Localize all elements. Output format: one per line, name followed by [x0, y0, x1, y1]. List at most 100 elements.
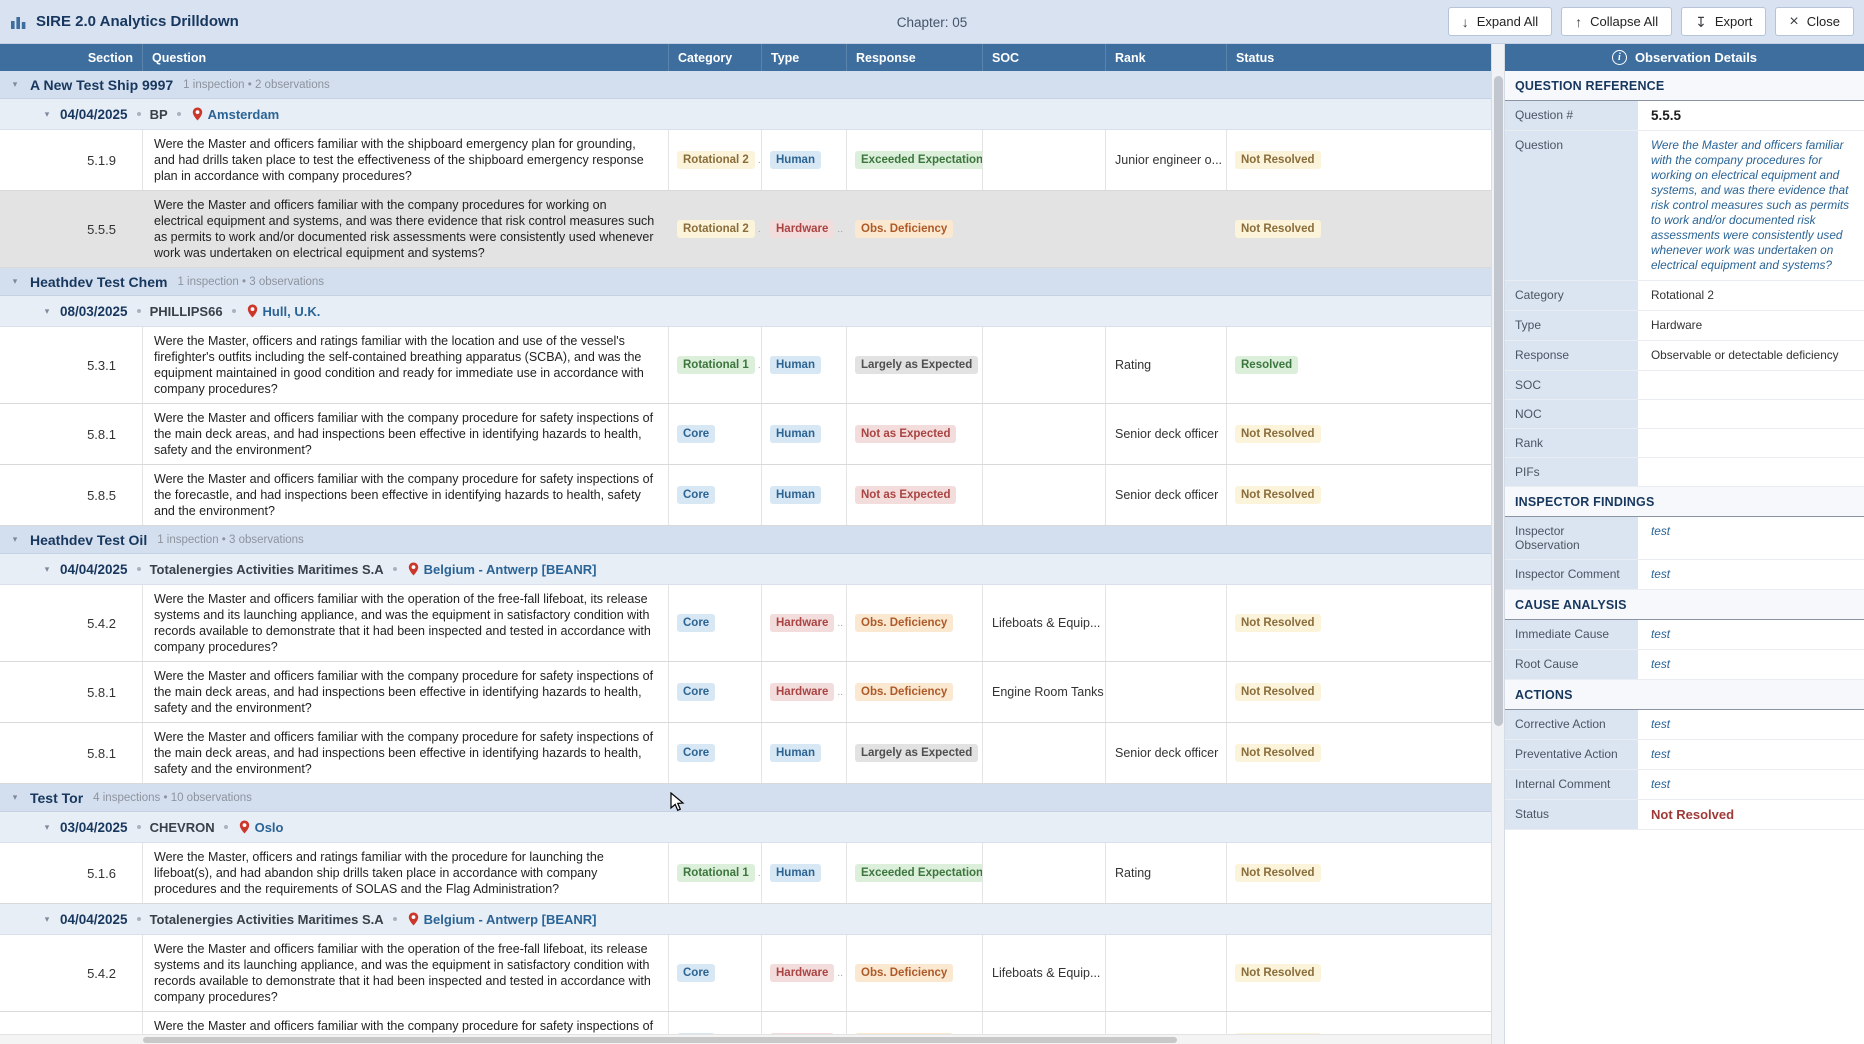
detail-label: Preventative Action [1505, 740, 1638, 769]
detail-label: PIFs [1505, 458, 1638, 486]
observation-row[interactable]: 5.1.6Were the Master, officers and ratin… [0, 843, 1491, 904]
column-header-soc: SOC [983, 44, 1106, 71]
question-cell: Were the Master and officers familiar wi… [143, 935, 669, 1011]
inspection-location-link[interactable]: Belgium - Antwerp [BEANR] [424, 912, 597, 927]
top-bar-left: SIRE 2.0 Analytics Drilldown [10, 13, 239, 30]
detail-row: SOC [1505, 371, 1864, 400]
section-cell: 5.4.2 [0, 585, 143, 661]
detail-value[interactable]: test [1638, 620, 1864, 649]
observation-row[interactable]: 5.5.5Were the Master and officers famili… [0, 191, 1491, 268]
panel-section-header: QUESTION REFERENCE [1505, 71, 1864, 101]
rank-cell: Rating [1106, 843, 1227, 903]
group-title: Heathdev Test Oil [30, 532, 147, 548]
detail-value[interactable]: test [1638, 770, 1864, 799]
collapse-group-icon[interactable]: ▾ [0, 792, 30, 803]
response-badge: Obs. Deficiency [855, 614, 953, 632]
inspection-location-link[interactable]: Oslo [255, 820, 284, 835]
inspection-location-link[interactable]: Belgium - Antwerp [BEANR] [424, 562, 597, 577]
section-cell: 5.4.2 [0, 935, 143, 1011]
inspection-location-link[interactable]: Hull, U.K. [263, 304, 321, 319]
collapse-group-icon[interactable]: ▾ [0, 79, 30, 90]
vertical-scrollbar-thumb[interactable] [1494, 76, 1503, 726]
group-row[interactable]: ▾Test Tor4 inspections • 10 observations [0, 784, 1491, 812]
observation-row[interactable]: 5.8.1Were the Master and officers famili… [0, 723, 1491, 784]
inspection-location-link[interactable]: Amsterdam [208, 107, 280, 122]
arrow-down-icon: ↓ [1462, 15, 1469, 29]
group-title: A New Test Ship 9997 [30, 77, 173, 93]
type-badge: Hardware.. [762, 935, 847, 1011]
inspection-row[interactable]: ▾04/04/2025Totalenergies Activities Mari… [0, 554, 1491, 585]
detail-value[interactable]: test [1638, 710, 1864, 739]
question-cell: Were the Master and officers familiar wi… [143, 465, 669, 525]
observation-row[interactable]: 5.8.1Were the Master and officers famili… [0, 662, 1491, 723]
separator-dot [224, 825, 228, 829]
separator-dot [137, 825, 141, 829]
collapse-inspection-icon[interactable]: ▾ [34, 914, 60, 925]
close-button[interactable]: ×Close [1775, 7, 1854, 36]
type-badge: Human [762, 130, 847, 190]
collapse-group-icon[interactable]: ▾ [0, 276, 30, 287]
horizontal-scrollbar-thumb[interactable] [143, 1037, 1177, 1043]
column-header-status: Status [1227, 44, 1491, 71]
type-badge: Hardware [770, 220, 834, 238]
category-badge: Rotational 1 [677, 356, 755, 374]
collapse-inspection-icon[interactable]: ▾ [34, 564, 60, 575]
type-badge: Human [762, 843, 847, 903]
separator-dot [393, 567, 397, 571]
question-cell: Were the Master and officers familiar wi… [143, 662, 669, 722]
detail-label: Response [1505, 341, 1638, 370]
separator-dot [393, 917, 397, 921]
status-badge: Not Resolved [1227, 662, 1491, 722]
separator-dot [232, 309, 236, 313]
type-badge: Human [762, 404, 847, 464]
observation-row[interactable]: 5.3.1Were the Master, officers and ratin… [0, 327, 1491, 404]
export-button[interactable]: ↧Export [1681, 7, 1766, 36]
detail-row: TypeHardware [1505, 311, 1864, 341]
response-badge: Exceeded Expectations [855, 151, 983, 169]
observation-row[interactable]: 5.8.1Were the Master and officers famili… [0, 404, 1491, 465]
inspection-row[interactable]: ▾03/04/2025CHEVRONOslo [0, 812, 1491, 843]
detail-row: Corrective Actiontest [1505, 710, 1864, 740]
inspection-date: 08/03/2025 [60, 304, 128, 319]
type-badge: Hardware.. [762, 585, 847, 661]
group-row[interactable]: ▾A New Test Ship 99971 inspection • 2 ob… [0, 71, 1491, 99]
type-badge: Human [770, 356, 821, 374]
detail-value: Hardware [1638, 311, 1864, 340]
observation-row[interactable]: 5.8.1Were the Master and officers famili… [0, 1012, 1491, 1034]
question-cell: Were the Master and officers familiar wi… [143, 404, 669, 464]
observation-row[interactable]: 5.1.9Were the Master and officers famili… [0, 130, 1491, 191]
vertical-scrollbar[interactable] [1491, 44, 1505, 1044]
detail-value[interactable]: test [1638, 650, 1864, 679]
inspection-row[interactable]: ▾04/04/2025BPAmsterdam [0, 99, 1491, 130]
status-badge: Not Resolved [1235, 425, 1321, 443]
response-badge: Exceeded Expectations [847, 130, 983, 190]
detail-row: Inspector Observationtest [1505, 517, 1864, 560]
column-header-type: Type [762, 44, 847, 71]
detail-value[interactable]: test [1638, 560, 1864, 589]
section-cell: 5.1.6 [0, 843, 143, 903]
collapse-inspection-icon[interactable]: ▾ [34, 109, 60, 120]
observation-row[interactable]: 5.4.2Were the Master and officers famili… [0, 585, 1491, 662]
observation-row[interactable]: 5.8.5Were the Master and officers famili… [0, 465, 1491, 526]
download-icon: ↧ [1695, 15, 1707, 29]
inspection-date: 04/04/2025 [60, 107, 128, 122]
type-badge: Hardware [770, 683, 834, 701]
collapse-inspection-icon[interactable]: ▾ [34, 822, 60, 833]
panel-section-header: INSPECTOR FINDINGS [1505, 487, 1864, 517]
response-badge: Not as Expected [847, 404, 983, 464]
horizontal-scrollbar[interactable] [0, 1034, 1491, 1044]
category-badge: Rotational 1.. [669, 843, 762, 903]
question-cell: Were the Master and officers familiar wi… [143, 191, 669, 267]
group-row[interactable]: ▾Heathdev Test Chem1 inspection • 3 obse… [0, 268, 1491, 296]
observation-row[interactable]: 5.4.2Were the Master and officers famili… [0, 935, 1491, 1012]
inspection-row[interactable]: ▾08/03/2025PHILLIPS66Hull, U.K. [0, 296, 1491, 327]
collapse-all-button[interactable]: ↑Collapse All [1561, 7, 1672, 36]
collapse-group-icon[interactable]: ▾ [0, 534, 30, 545]
detail-value[interactable]: test [1638, 740, 1864, 769]
detail-value: Rotational 2 [1638, 281, 1864, 310]
detail-value[interactable]: test [1638, 517, 1864, 559]
expand-all-button[interactable]: ↓Expand All [1448, 7, 1552, 36]
collapse-inspection-icon[interactable]: ▾ [34, 306, 60, 317]
group-row[interactable]: ▾Heathdev Test Oil1 inspection • 3 obser… [0, 526, 1491, 554]
inspection-row[interactable]: ▾04/04/2025Totalenergies Activities Mari… [0, 904, 1491, 935]
